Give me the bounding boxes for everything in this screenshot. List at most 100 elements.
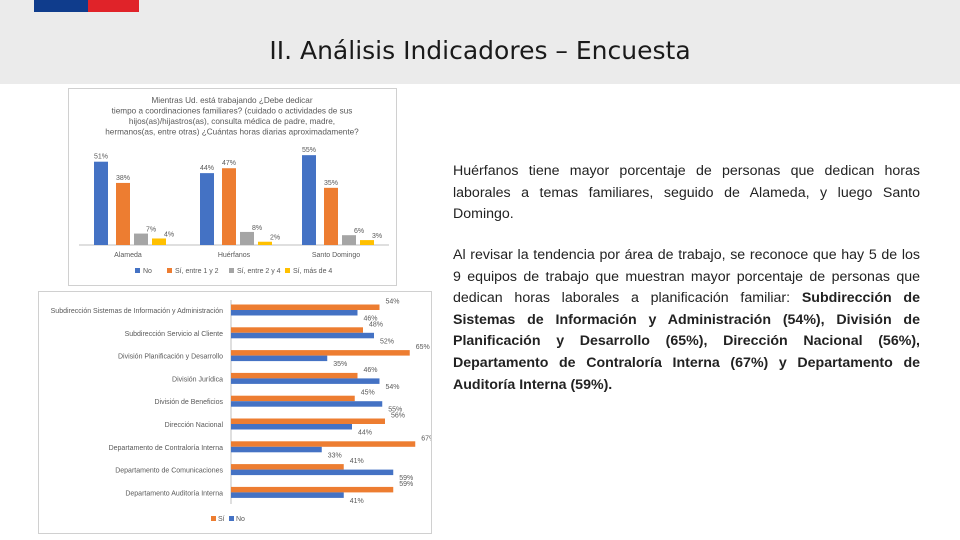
summary-paragraph-2-intro: Al revisar la tendencia por área de trab… bbox=[453, 247, 920, 307]
chart2-data-label: 65% bbox=[416, 344, 430, 351]
chart-department-svg: Subdirección Sistemas de Información y A… bbox=[51, 299, 431, 524]
chart2-bar bbox=[231, 492, 344, 498]
chart2-category-label: División de Beneficios bbox=[155, 399, 224, 406]
chart1-category-label: Huérfanos bbox=[218, 252, 251, 259]
chart1-category-label: Santo Domingo bbox=[312, 252, 360, 259]
chart1-data-label: 3% bbox=[372, 233, 382, 240]
chart2-data-label: 59% bbox=[399, 481, 413, 488]
chart2-legend-swatch bbox=[211, 516, 216, 521]
chart1-legend-swatch bbox=[229, 268, 234, 273]
chart-hours-by-site: Mientras Ud. está trabajando ¿Debe dedic… bbox=[68, 88, 397, 286]
chart1-bar bbox=[302, 155, 316, 245]
chart1-title-line: Mientras Ud. está trabajando ¿Debe dedic… bbox=[151, 96, 312, 105]
chart1-bar bbox=[222, 168, 236, 245]
chart1-data-label: 47% bbox=[222, 160, 236, 167]
chart2-bar bbox=[231, 469, 394, 476]
chart1-data-label: 8% bbox=[252, 225, 262, 232]
summary-paragraph-1: Huérfanos tiene mayor porcentaje de pers… bbox=[453, 163, 920, 223]
chart1-title-line: hermanos(as, entre otras) ¿Cuántas horas… bbox=[105, 128, 359, 137]
chart2-bar bbox=[231, 401, 383, 407]
chart1-title-line: tiempo a coordinaciones familiares? (cui… bbox=[112, 107, 353, 116]
summary-paragraph-2: Al revisar la tendencia por área de trab… bbox=[453, 245, 920, 396]
chart1-legend-label: Sí, entre 2 y 4 bbox=[237, 268, 281, 275]
chart1-bar bbox=[240, 231, 254, 245]
chart1-data-label: 7% bbox=[146, 227, 156, 234]
chart2-bar bbox=[231, 350, 410, 356]
chart2-bar bbox=[231, 372, 358, 379]
chart2-bar bbox=[231, 424, 352, 430]
chart2-bar bbox=[231, 378, 380, 384]
chart2-data-label: 33% bbox=[328, 452, 342, 459]
chart2-category-label: Departamento Auditoría Interna bbox=[125, 490, 223, 497]
chart1-legend-swatch bbox=[135, 268, 140, 273]
chart2-data-label: 41% bbox=[350, 458, 364, 465]
chart1-bar bbox=[200, 173, 214, 245]
chart-hours-svg: Mientras Ud. está trabajando ¿Debe dedic… bbox=[79, 96, 389, 275]
chart2-bar bbox=[231, 395, 355, 402]
chart1-bar bbox=[94, 161, 108, 245]
chart1-legend-swatch bbox=[167, 268, 172, 273]
chart2-category-label: Dirección Nacional bbox=[165, 422, 224, 429]
chart1-bar bbox=[360, 240, 374, 245]
chart1-bar bbox=[116, 182, 130, 245]
chart2-data-label: 54% bbox=[386, 384, 400, 391]
chart1-data-label: 6% bbox=[354, 228, 364, 235]
chart2-bar bbox=[231, 355, 328, 362]
flag-blue-stripe bbox=[34, 0, 88, 12]
chart1-data-label: 51% bbox=[94, 154, 108, 161]
summary-paragraph-2-bold: Subdirección de Sistemas de Información … bbox=[453, 290, 920, 393]
chart1-legend-label: No bbox=[143, 268, 152, 275]
chart2-data-label: 52% bbox=[380, 338, 394, 345]
chart1-data-label: 35% bbox=[324, 180, 338, 187]
chart1-data-label: 55% bbox=[302, 147, 316, 154]
chart2-data-label: 59% bbox=[399, 475, 413, 482]
chart1-bar bbox=[324, 187, 338, 245]
chart2-bar bbox=[231, 441, 416, 447]
chart2-category-label: División Planificación y Desarrollo bbox=[118, 354, 223, 361]
chart2-data-label: 54% bbox=[386, 299, 400, 306]
chart2-bar bbox=[231, 327, 363, 333]
chart1-title-line: hijos(as)/hijastros(as), consulta médica… bbox=[129, 117, 335, 126]
chart-by-department: Subdirección Sistemas de Información y A… bbox=[38, 291, 432, 534]
chart1-legend-label: Sí, más de 4 bbox=[293, 268, 332, 275]
chart1-data-label: 44% bbox=[200, 165, 214, 172]
chart2-legend-label: No bbox=[236, 516, 245, 523]
chart2-data-label: 45% bbox=[361, 390, 375, 397]
chart1-category-label: Alameda bbox=[114, 252, 142, 259]
chart1-bar bbox=[258, 241, 272, 245]
chart2-bar bbox=[231, 310, 358, 316]
chart2-data-label: 55% bbox=[388, 407, 402, 414]
chart2-bar bbox=[231, 464, 344, 470]
chart2-category-label: Subdirección Servicio al Cliente bbox=[125, 331, 224, 338]
chart2-bar bbox=[231, 446, 322, 453]
chart1-data-label: 38% bbox=[116, 175, 130, 182]
chart2-data-label: 67% bbox=[421, 435, 431, 442]
chart2-data-label: 41% bbox=[350, 498, 364, 505]
chart2-data-label: 35% bbox=[333, 361, 347, 368]
chart2-data-label: 46% bbox=[364, 316, 378, 323]
chart2-legend-label: Sí bbox=[218, 516, 225, 523]
chart2-bar bbox=[231, 486, 394, 493]
chart2-bar bbox=[231, 418, 385, 424]
chart2-category-label: División Jurídica bbox=[172, 376, 223, 383]
chart2-legend-swatch bbox=[229, 516, 234, 521]
chart1-data-label: 4% bbox=[164, 231, 174, 238]
chart1-legend-swatch bbox=[285, 268, 290, 273]
chart2-data-label: 44% bbox=[358, 430, 372, 437]
chart1-legend-label: Sí, entre 1 y 2 bbox=[175, 268, 219, 275]
chart2-data-label: 56% bbox=[391, 413, 405, 420]
chart1-data-label: 2% bbox=[270, 235, 280, 242]
chart2-category-label: Departamento de Comunicaciones bbox=[115, 468, 223, 475]
chart2-data-label: 46% bbox=[364, 367, 378, 374]
chart2-data-label: 48% bbox=[369, 321, 383, 328]
chart1-bar bbox=[152, 238, 166, 245]
chart2-category-label: Departamento de Contraloría Interna bbox=[109, 445, 224, 452]
chart1-bar bbox=[342, 235, 356, 245]
flag-red-stripe bbox=[88, 0, 139, 12]
chart1-bar bbox=[134, 233, 148, 245]
chart2-category-label: Subdirección Sistemas de Información y A… bbox=[51, 308, 223, 315]
header-band: II. Análisis Indicadores – Encuesta bbox=[0, 0, 960, 84]
page-title: II. Análisis Indicadores – Encuesta bbox=[269, 36, 691, 65]
chart2-bar bbox=[231, 332, 374, 339]
chart2-bar bbox=[231, 304, 380, 310]
